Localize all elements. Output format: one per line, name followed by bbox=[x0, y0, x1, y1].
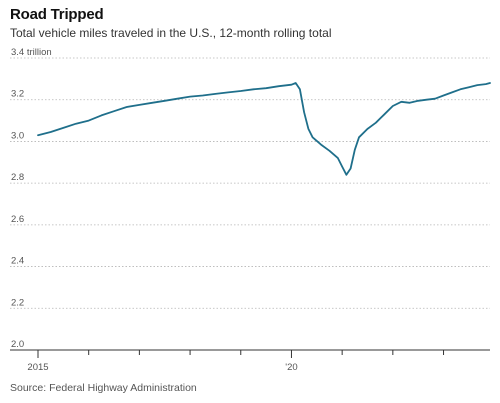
grid-lines bbox=[10, 57, 490, 309]
x-tick-label: 2015 bbox=[27, 362, 48, 373]
x-tick-label: '20 bbox=[285, 362, 297, 373]
y-tick-label: 3.2 bbox=[11, 89, 24, 100]
series-layer bbox=[37, 82, 491, 176]
y-tick-label: 2.0 bbox=[11, 339, 24, 350]
y-tick-label: 3.0 bbox=[11, 130, 24, 141]
y-tick-label: 3.4 trillion bbox=[11, 47, 52, 58]
x-axis: 2015 '20 bbox=[10, 349, 490, 373]
y-tick-label: 2.8 bbox=[11, 172, 24, 183]
chart-title: Road Tripped bbox=[10, 6, 104, 23]
y-tick-label: 2.2 bbox=[11, 297, 24, 308]
source-note: Source: Federal Highway Administration bbox=[10, 382, 197, 394]
y-tick-labels: 2.0 2.2 2.4 2.6 2.8 3.0 3.2 3.4 trillion bbox=[11, 47, 52, 350]
y-tick-label: 2.4 bbox=[11, 256, 24, 267]
y-tick-label: 2.6 bbox=[11, 214, 24, 225]
series-line bbox=[37, 82, 491, 176]
chart-subtitle: Total vehicle miles traveled in the U.S.… bbox=[10, 26, 332, 40]
